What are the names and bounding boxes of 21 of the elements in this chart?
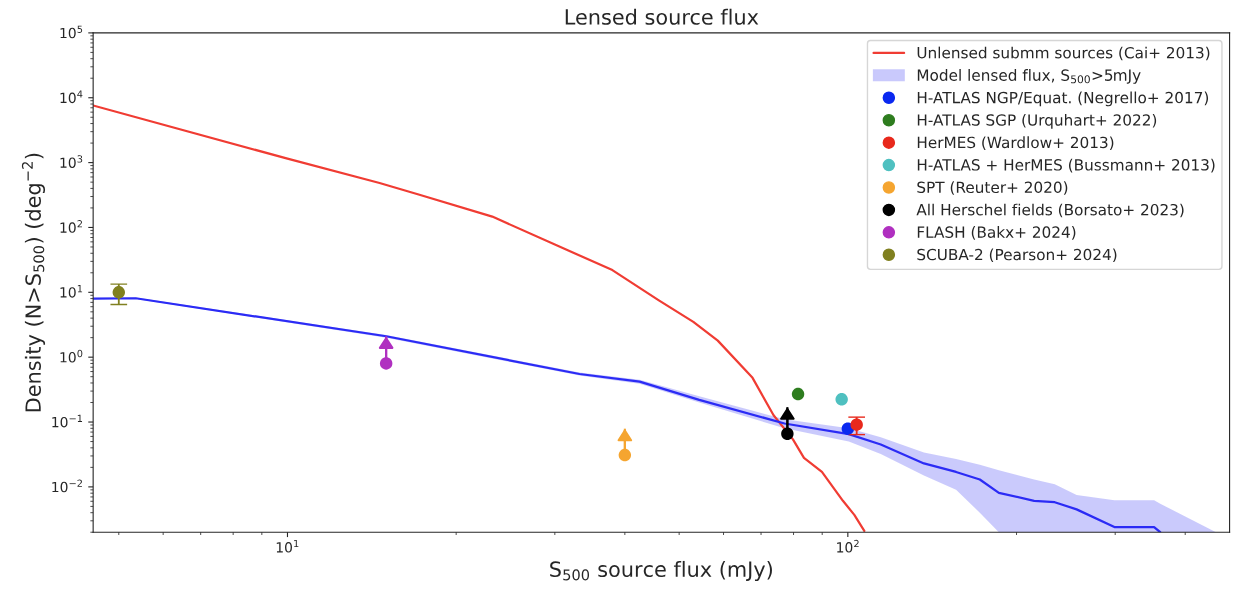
y-tick-label: 10$^{−2}$: [52, 479, 82, 493]
legend-label: Unlensed submm sources (Cai+ 2013): [917, 46, 1210, 61]
legend-label: H-ATLAS SGP (Urquhart+ 2022): [917, 113, 1157, 129]
legend-label: All Herschel fields (Borsato+ 2023): [916, 203, 1184, 218]
y-tick-label: 10$^{0}$: [60, 349, 83, 363]
y-tick-label: 10$^{3}$: [60, 155, 83, 168]
y-tick-label: 10$^{2}$: [60, 220, 82, 233]
legend-label: HerMES (Wardlow+ 2013): [917, 136, 1114, 150]
y-tick-label: 10$^{4}$: [60, 90, 83, 104]
legend-label: FLASH (Bakx+ 2024): [917, 226, 1076, 240]
y-axis-title: Density (N>S$_{500}$) (deg$^{−2}$): [21, 153, 46, 412]
legend-label: H-ATLAS NGP/Equat. (Negrello+ 2017): [917, 91, 1209, 107]
legend-label: SPT (Reuter+ 2020): [917, 181, 1068, 195]
legend-label: H-ATLAS + HerMES (Bussmann+ 2013): [917, 158, 1215, 173]
x-axis-title: S$_{500}$ source flux (mJy): [550, 560, 772, 582]
y-tick-label: 10$^{5}$: [60, 25, 83, 39]
y-tick-label: 10$^{−1}$: [52, 414, 83, 428]
y-tick-label: 10$^{1}$: [60, 285, 83, 298]
legend-label: Model lensed flux, S$_{500}$>5mJy: [917, 69, 1141, 84]
legend-label: SCUBA-2 (Pearson+ 2024): [917, 248, 1117, 263]
chart-title: Lensed source flux: [565, 8, 759, 25]
